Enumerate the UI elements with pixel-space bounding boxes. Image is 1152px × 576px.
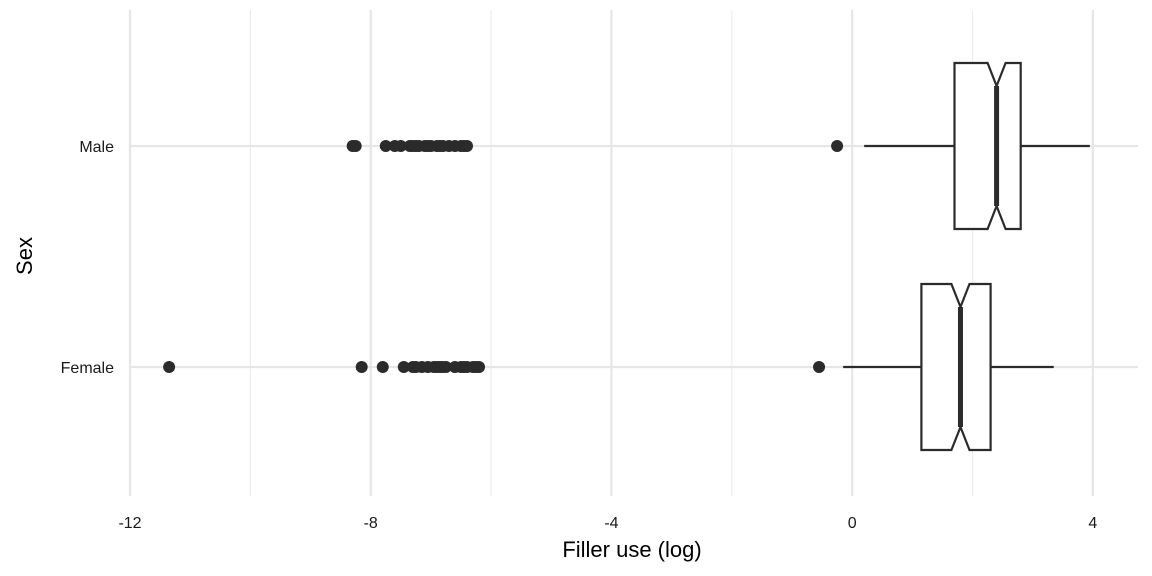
outlier-point bbox=[376, 361, 389, 373]
notched-box bbox=[953, 61, 1022, 231]
x-axis-ticks: -12 -8 -4 0 4 bbox=[118, 515, 1097, 532]
x-tick-label: 0 bbox=[848, 515, 857, 532]
box-layer bbox=[843, 61, 1090, 452]
outlier-point bbox=[394, 140, 407, 152]
y-tick-label: Male bbox=[79, 139, 114, 156]
notched-box bbox=[920, 282, 992, 452]
outlier-point bbox=[163, 361, 176, 373]
x-tick-label: -8 bbox=[364, 515, 378, 532]
x-tick-label: -12 bbox=[118, 515, 141, 532]
outlier-point bbox=[349, 140, 362, 152]
outlier-point bbox=[813, 361, 826, 373]
x-tick-label: -4 bbox=[604, 515, 618, 532]
x-tick-label: 4 bbox=[1088, 515, 1097, 532]
y-tick-label: Female bbox=[61, 360, 114, 377]
outlier-point bbox=[355, 361, 368, 373]
outlier-point bbox=[473, 361, 486, 373]
x-axis-title: Filler use (log) bbox=[562, 537, 701, 562]
outlier-layer bbox=[163, 140, 844, 373]
outlier-point bbox=[461, 140, 474, 152]
outlier-point bbox=[439, 361, 452, 373]
y-axis-title: Sex bbox=[12, 237, 37, 275]
outlier-point bbox=[379, 140, 392, 152]
y-axis-ticks: Female Male bbox=[61, 139, 114, 377]
outlier-point bbox=[397, 361, 410, 373]
outlier-point bbox=[831, 140, 844, 152]
